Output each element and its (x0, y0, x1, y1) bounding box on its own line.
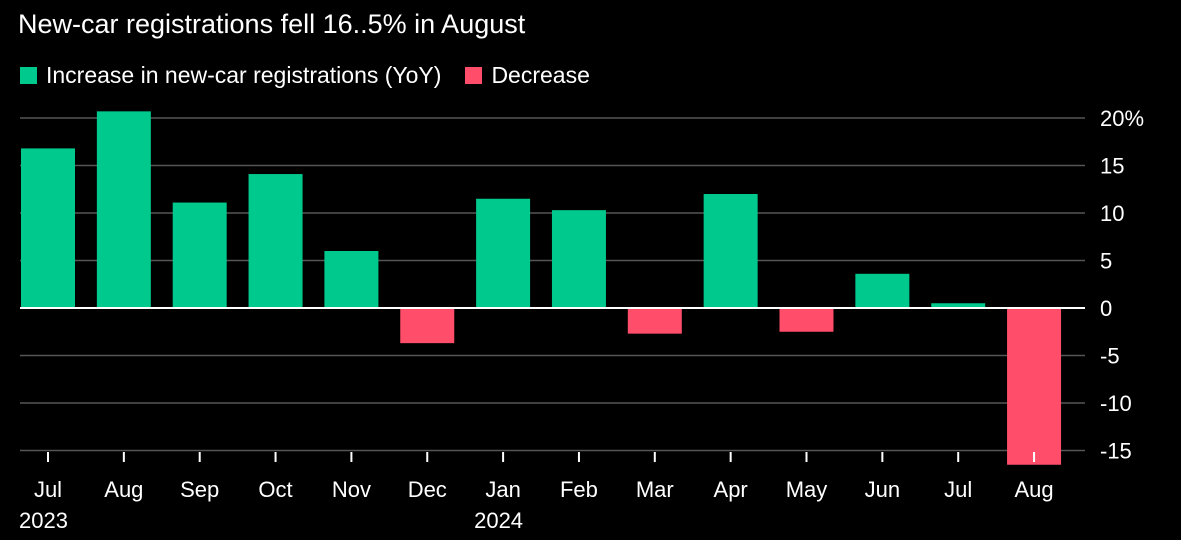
y-tick-label: -10 (1100, 391, 1132, 416)
bar (855, 273, 910, 308)
x-tick-label: Oct (258, 477, 292, 502)
x-tick-label: Dec (408, 477, 447, 502)
x-tick-label: Mar (636, 477, 674, 502)
decrease-swatch (465, 67, 483, 84)
bar (627, 308, 682, 334)
x-tick-label: Jun (865, 477, 900, 502)
x-axis: Jul Aug Sep Oct Nov Dec Jan Feb Mar Apr May Jun Jul A… (19, 452, 1054, 533)
chart-subtitle: New-car registrations fell 16..5% in Aug… (18, 9, 526, 39)
bar (931, 303, 986, 308)
bar (779, 308, 834, 332)
x-tick-label: Sep (180, 477, 219, 502)
bar-layer (21, 111, 1062, 465)
y-tick-label: -5 (1100, 344, 1120, 369)
bar (551, 210, 606, 308)
bar (172, 202, 227, 308)
y-tick-label: -15 (1100, 439, 1132, 464)
bar (248, 174, 303, 308)
y-tick-label: 0 (1100, 296, 1112, 321)
x-tick-label: Jan (485, 477, 520, 502)
x-tick-label: Feb (560, 477, 598, 502)
x-tick-label: Aug (1014, 477, 1053, 502)
legend-item-decrease: Decrease (465, 62, 590, 89)
bar (324, 251, 379, 308)
bar (400, 308, 455, 344)
bar (703, 194, 758, 308)
y-tick-label: 15 (1100, 154, 1124, 179)
legend-item-increase: Increase in new-car registrations (YoY) (20, 62, 441, 89)
bar (476, 198, 531, 308)
x-tick-label: Nov (332, 477, 371, 502)
increase-swatch (20, 67, 37, 84)
y-axis-labels: 20% 15 10 5 0 -5 -10 -15 (1100, 106, 1144, 464)
legend-label-increase: Increase in new-car registrations (YoY) (46, 62, 442, 88)
x-tick-label: May (786, 477, 828, 502)
legend-label-decrease: Decrease (491, 62, 590, 88)
y-tick-label: 20% (1100, 106, 1144, 131)
y-tick-label: 5 (1100, 249, 1112, 274)
x-year-label: 2023 (19, 508, 68, 533)
x-tick-label: Jul (944, 477, 972, 502)
y-tick-label: 10 (1100, 201, 1124, 226)
bar (1007, 308, 1062, 465)
x-tick-label: Apr (714, 477, 748, 502)
x-year-label: 2024 (474, 508, 523, 533)
legend: Increase in new-car registrations (YoY) … (20, 62, 614, 89)
x-tick-label: Jul (34, 477, 62, 502)
bar (21, 148, 75, 308)
bar (96, 111, 151, 308)
x-tick-label: Aug (104, 477, 143, 502)
